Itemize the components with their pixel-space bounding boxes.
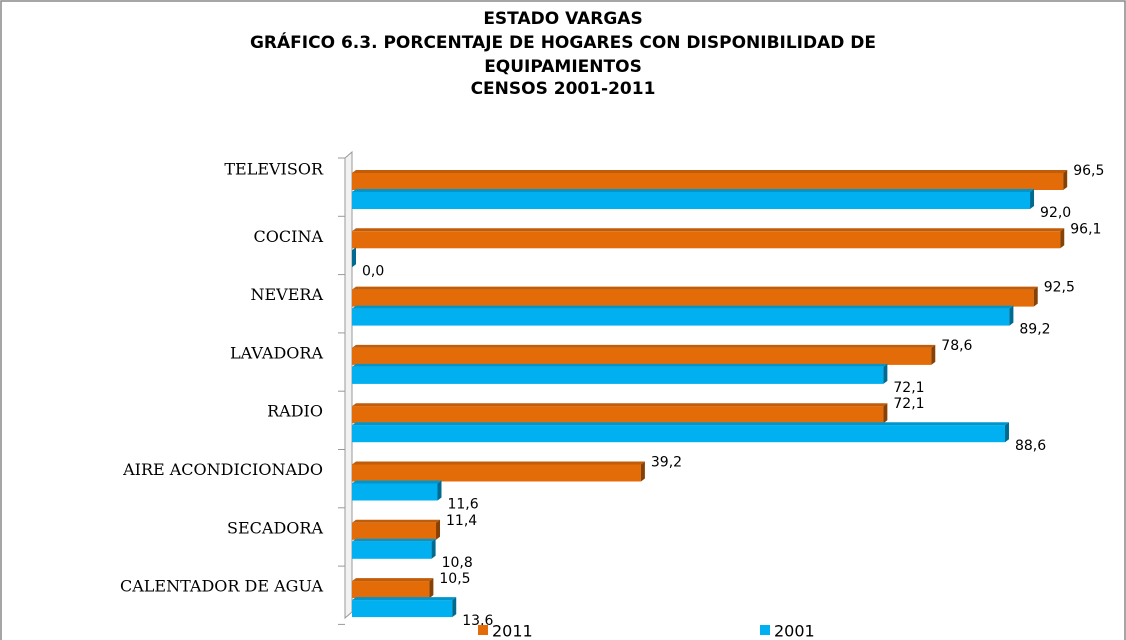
bar xyxy=(352,522,437,540)
value-label: 96,5 xyxy=(1073,163,1104,179)
value-label: 39,2 xyxy=(651,455,682,471)
bar-top xyxy=(352,422,1009,426)
y-tick-label: COCINA xyxy=(254,227,324,246)
bar xyxy=(352,541,432,559)
bar-top xyxy=(352,538,436,542)
chart-title: CENSOS 2001-2011 xyxy=(471,79,656,99)
chart-title: EQUIPAMIENTOS xyxy=(484,57,642,77)
value-label: 10,5 xyxy=(439,571,470,587)
bar xyxy=(352,425,1005,443)
bar-top xyxy=(352,344,936,348)
bar-side xyxy=(1009,305,1014,326)
bar-top xyxy=(352,305,1014,309)
y-tick-label: SECADORA xyxy=(227,518,323,537)
y-tick-label: NEVERA xyxy=(250,285,323,304)
bar xyxy=(352,600,453,618)
value-label: 89,2 xyxy=(1019,322,1050,338)
y-tick-label: CALENTADOR DE AGUA xyxy=(120,577,323,596)
bar-top xyxy=(352,461,645,465)
bar-top xyxy=(352,189,1035,192)
bar-side xyxy=(429,578,434,599)
value-label: 92,0 xyxy=(1040,205,1071,221)
bar xyxy=(352,366,884,384)
bar-side xyxy=(431,538,436,559)
bar-top xyxy=(352,403,888,407)
bar xyxy=(352,464,641,482)
legend-label: 2001 xyxy=(774,622,815,640)
bar-side xyxy=(352,247,356,268)
bar xyxy=(352,289,1034,307)
bar-top xyxy=(352,480,442,484)
chart-title: GRÁFICO 6.3. PORCENTAJE DE HOGARES CON D… xyxy=(250,31,876,53)
bar-side xyxy=(437,480,442,501)
bar-side xyxy=(1030,189,1035,209)
bar-side xyxy=(1063,170,1068,190)
legend-swatch xyxy=(760,625,770,635)
bar-top xyxy=(352,578,434,582)
y-tick-label: TELEVISOR xyxy=(224,160,324,179)
bar-top xyxy=(352,519,441,523)
bar-side xyxy=(883,403,888,424)
value-label: 72,1 xyxy=(893,396,924,412)
value-label: 11,4 xyxy=(446,513,477,529)
bar-side xyxy=(436,519,441,540)
value-label: 88,6 xyxy=(1015,438,1046,454)
y-tick-label: RADIO xyxy=(267,402,323,421)
bar xyxy=(352,347,932,365)
bar-top xyxy=(352,286,1038,290)
bar-top xyxy=(352,170,1068,173)
legend-swatch xyxy=(478,625,488,635)
bar xyxy=(352,231,1061,249)
bar-side xyxy=(1060,228,1065,249)
bar-side xyxy=(931,344,936,365)
legend-label: 2011 xyxy=(492,622,533,640)
chart-title: ESTADO VARGAS xyxy=(483,9,642,29)
bar-side xyxy=(1004,422,1009,443)
y-tick-label: LAVADORA xyxy=(230,343,323,362)
bar-side xyxy=(1033,286,1038,307)
value-label: 13,6 xyxy=(462,613,493,629)
value-label: 72,1 xyxy=(893,380,924,396)
bar xyxy=(352,483,438,501)
value-label: 10,8 xyxy=(442,555,473,571)
bar xyxy=(352,581,430,599)
value-label: 11,6 xyxy=(447,497,478,513)
value-label: 96,1 xyxy=(1070,221,1101,237)
bar xyxy=(352,192,1031,209)
bar-top xyxy=(352,363,888,367)
y-tick-label: AIRE ACONDICIONADO xyxy=(122,460,323,479)
bar-top xyxy=(352,228,1065,232)
bar xyxy=(352,406,884,424)
bar-side xyxy=(883,363,888,384)
bar-top xyxy=(352,597,457,601)
value-label: 92,5 xyxy=(1044,280,1075,296)
axis-wall xyxy=(344,150,353,620)
value-label: 78,6 xyxy=(941,338,972,354)
value-label: 0,0 xyxy=(362,263,384,279)
bar xyxy=(352,308,1010,326)
bar-side xyxy=(452,597,457,618)
bar xyxy=(352,173,1064,190)
bar-side xyxy=(640,461,645,482)
